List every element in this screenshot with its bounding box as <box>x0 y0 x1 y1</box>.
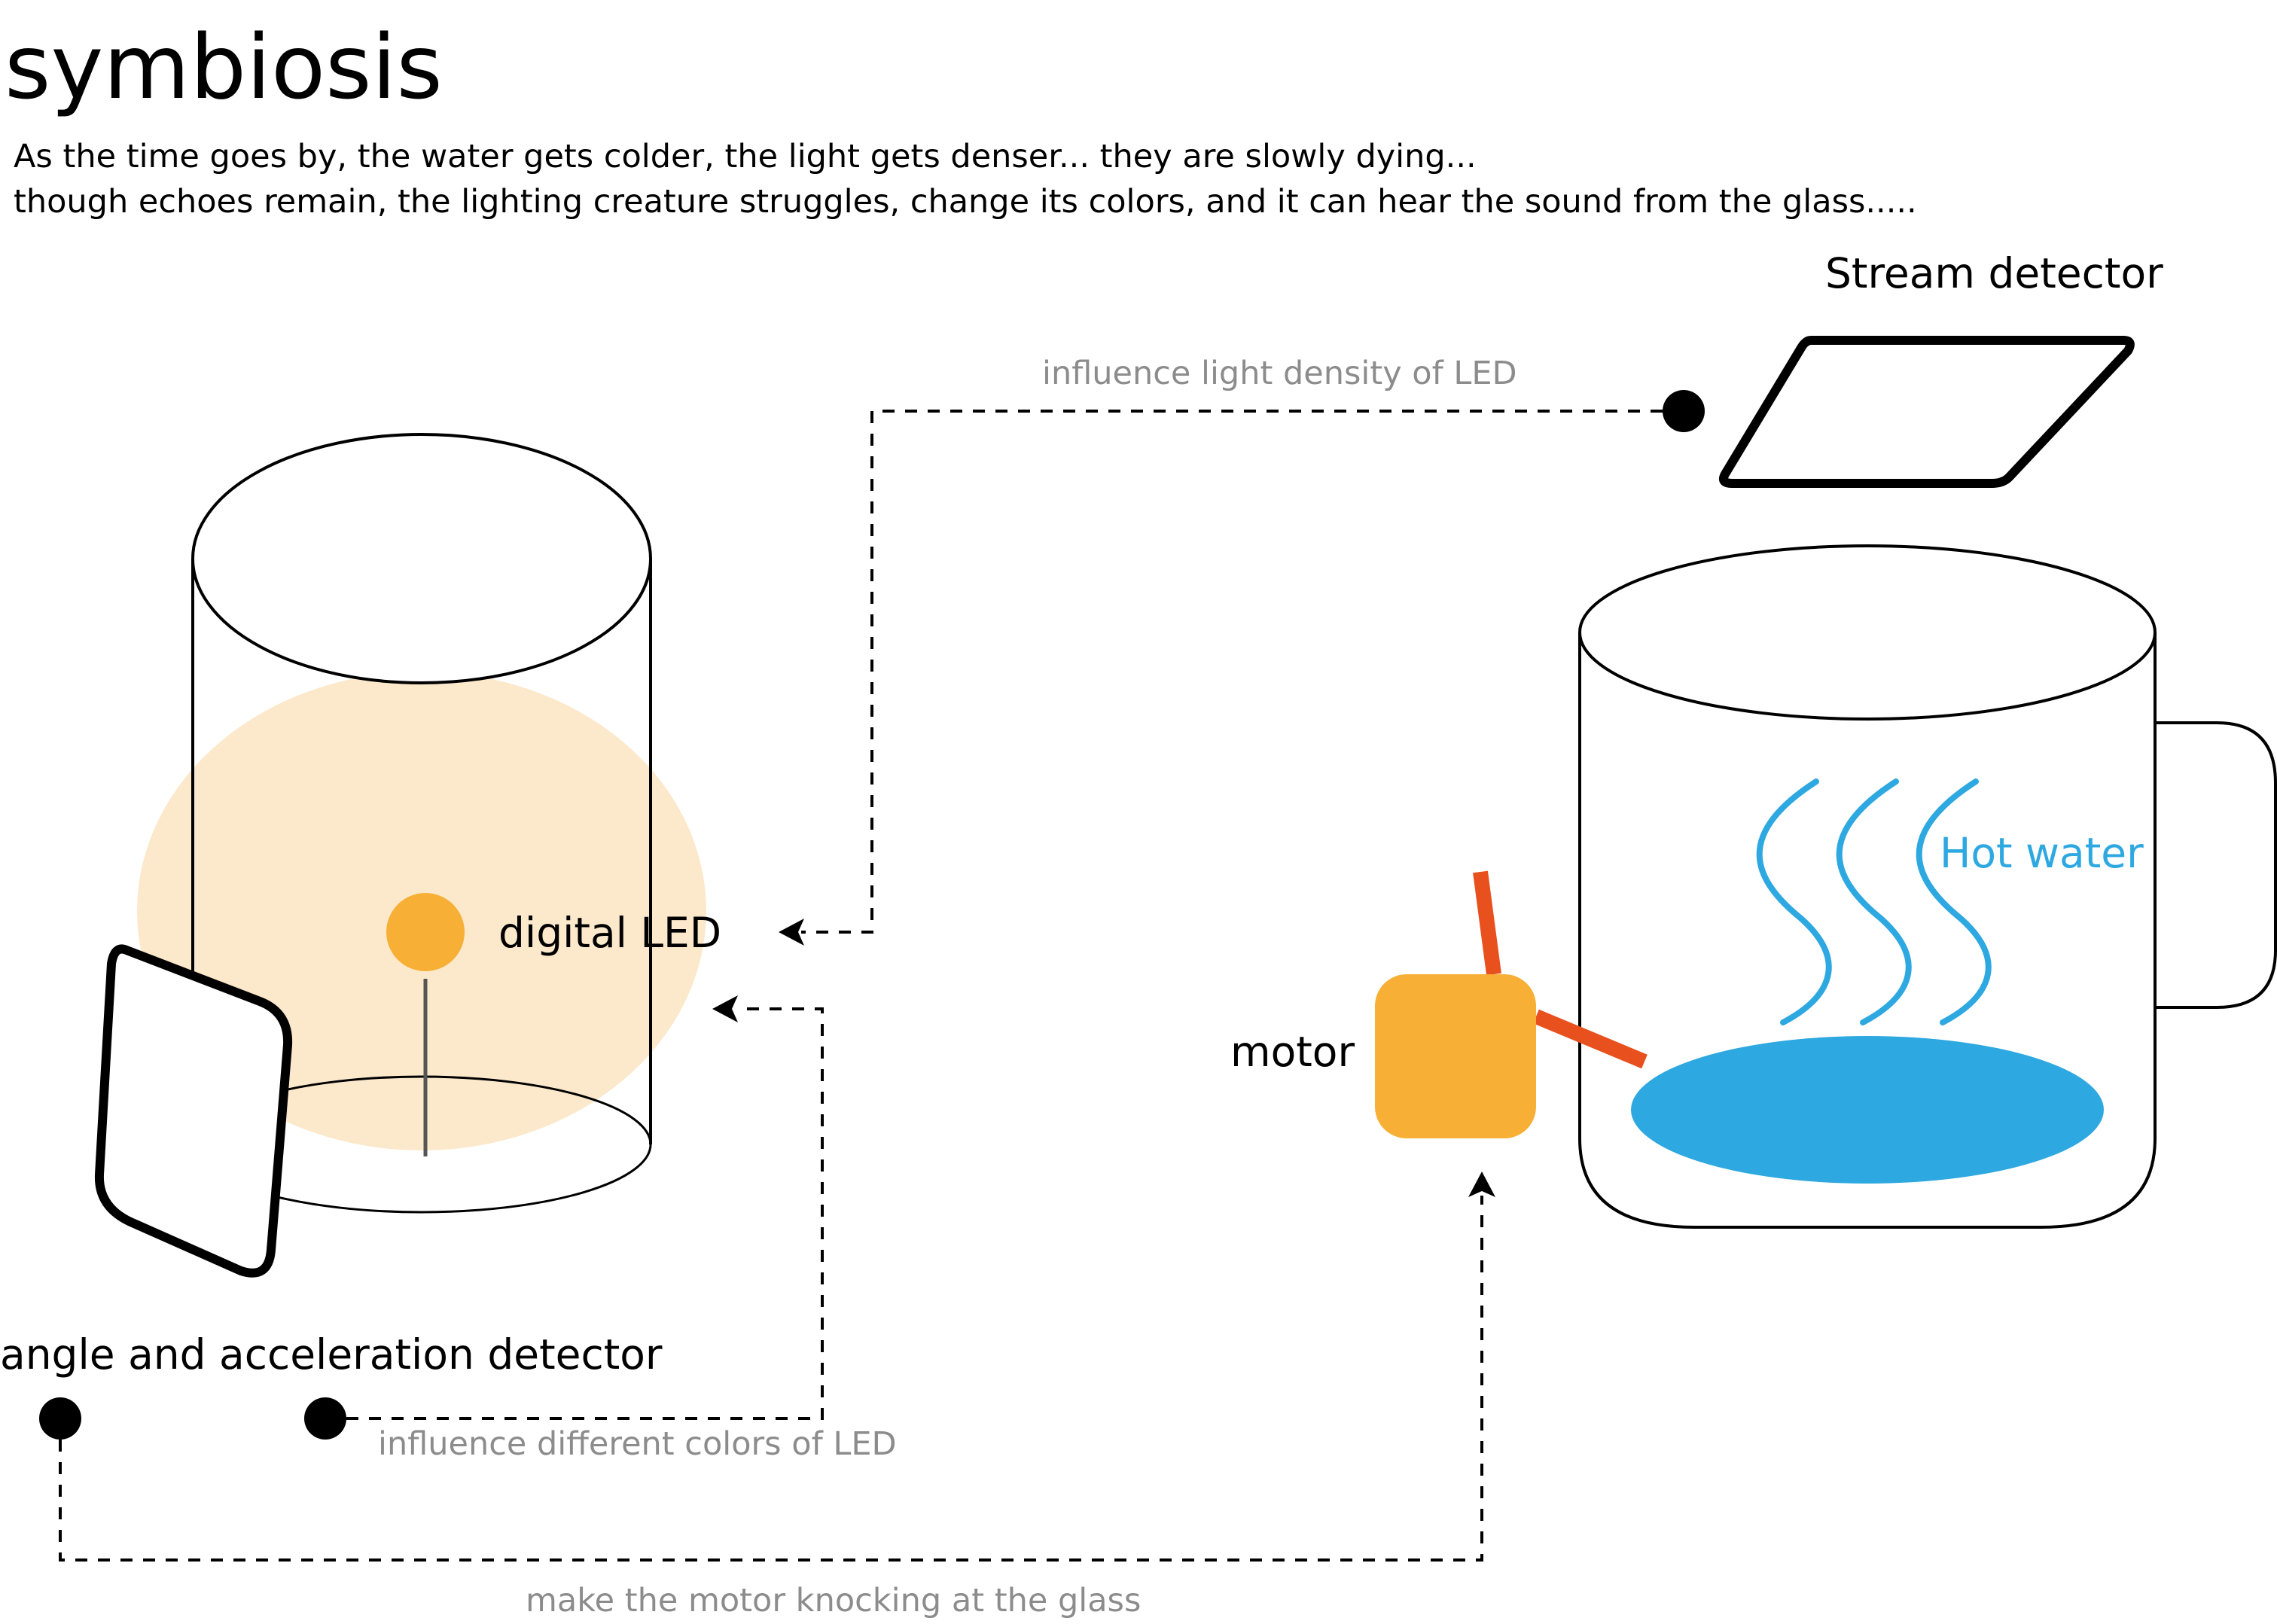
light-density-label: influence light density of LED <box>1042 355 1517 392</box>
stream-detector-label: Stream detector <box>1825 249 2163 297</box>
steam-wave-2 <box>1836 778 1912 1025</box>
stream-detector-body <box>1718 336 2135 488</box>
light-density-arrowhead <box>779 919 804 946</box>
mug: Hot water <box>1578 544 2277 1229</box>
steam-wave-3 <box>1916 778 1992 1025</box>
motor-box <box>1375 974 1536 1138</box>
colors-label: influence different colors of LED <box>378 1425 897 1463</box>
glass-top-ellipse <box>191 433 652 684</box>
motor-connection <box>59 1196 1483 1562</box>
colors-arrowhead <box>712 995 738 1022</box>
mug-rim <box>1578 544 2157 721</box>
stream-output-dot <box>1663 390 1705 432</box>
led-dot <box>386 893 465 971</box>
hot-water-surface <box>1631 1036 2104 1184</box>
diagram-title: symbiosis <box>5 15 443 119</box>
angle-detector <box>94 944 293 1278</box>
angle-detector-label: angle and acceleration detector <box>0 1330 663 1379</box>
mug-handle <box>2155 721 2277 1009</box>
motor-label: motor <box>1230 1028 1355 1076</box>
motor: motor <box>1230 870 1648 1138</box>
motor-knocking-label: make the motor knocking at the glass <box>526 1582 1141 1619</box>
angle-output-dot-1 <box>39 1397 81 1440</box>
mug-body <box>1578 632 2157 1229</box>
motor-arm-horizontal <box>1533 1009 1648 1069</box>
angle-output-dot-2 <box>304 1397 346 1440</box>
angle-detector-body <box>94 944 293 1278</box>
digital-led-label: digital LED <box>498 909 721 957</box>
motor-arm-vertical <box>1473 870 1501 976</box>
light-density-connection <box>801 410 1663 934</box>
description-line-1: As the time goes by, the water gets cold… <box>14 138 1477 175</box>
colors-connection <box>346 1007 824 1420</box>
description-line-2: though echoes remain, the lighting creat… <box>14 183 1917 221</box>
hot-water-label: Hot water <box>1940 829 2144 877</box>
steam-wave-1 <box>1756 778 1832 1025</box>
motor-arrowhead <box>1468 1172 1495 1197</box>
glass-bottom-ellipse <box>191 1075 652 1214</box>
